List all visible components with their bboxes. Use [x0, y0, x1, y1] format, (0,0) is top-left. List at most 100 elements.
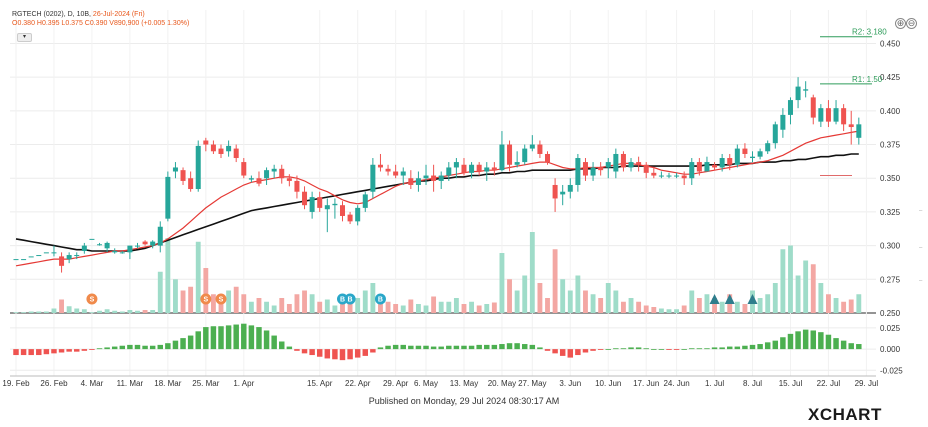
zoom-out-icon[interactable]: ⊖ [906, 18, 917, 29]
macd-bar [332, 349, 338, 360]
volume-bar [142, 310, 148, 313]
macd-bar [408, 345, 414, 350]
volume-bar [674, 309, 680, 313]
volume-bar [491, 302, 497, 313]
x-tick-label: 8. Jul [743, 379, 762, 388]
candle-body [484, 167, 490, 172]
candle-body [810, 97, 816, 118]
volume-bar [826, 294, 831, 313]
macd-bar [248, 325, 255, 350]
candle-body [582, 162, 588, 176]
candle-body [256, 178, 262, 184]
macd-bar [780, 337, 786, 350]
candle-body [431, 175, 437, 181]
candle-body [377, 164, 383, 168]
buy-signal-marker [344, 293, 356, 305]
candle-body [355, 207, 361, 222]
volume-bar [248, 301, 254, 313]
volume-bar [393, 304, 399, 313]
volume-bar [666, 309, 672, 313]
volume-bar [408, 299, 414, 313]
volume-bar [195, 241, 201, 313]
volume-bar [423, 305, 429, 313]
candle-body [248, 178, 254, 180]
volume-bar [841, 301, 847, 313]
candle-body [324, 205, 330, 210]
macd-bar [704, 348, 710, 350]
ohlc-readout: O0.380 H0.395 L0.375 C0.390 V890,900 (+0… [12, 20, 190, 27]
candle-body [172, 167, 178, 172]
candle-body [112, 251, 118, 253]
candle-body [13, 259, 19, 261]
x-tick-label: 29. Jul [855, 379, 879, 388]
candle-body [271, 168, 277, 172]
volume-bar [643, 305, 649, 313]
candle-body [848, 124, 854, 128]
x-tick-label: 27. May [518, 379, 546, 388]
macd-tick-label: 0.025 [880, 324, 901, 333]
candle-body [476, 164, 482, 172]
candle-body [59, 256, 65, 266]
macd-bar [727, 346, 733, 350]
macd-bar [294, 349, 300, 351]
macd-bar [28, 349, 34, 356]
macd-bar [423, 345, 429, 350]
volume-bar [552, 249, 558, 313]
candle-body [765, 143, 771, 152]
volume-bar [446, 301, 452, 313]
macd-bar [74, 349, 80, 352]
candle-body [97, 244, 103, 246]
volume-bar [575, 275, 581, 313]
candle-body [332, 203, 338, 206]
volume-bar [271, 305, 277, 313]
volume-bar [742, 304, 748, 313]
candle-body [833, 108, 839, 122]
volume-bar [803, 260, 809, 313]
candle-body [188, 178, 194, 190]
candle-body [104, 242, 110, 249]
price-tick-label: 0.350 [880, 174, 901, 183]
candle-body [689, 162, 695, 179]
chevron-down-icon[interactable]: ▾ [17, 33, 32, 42]
volume-bar [66, 306, 72, 313]
macd-bar [848, 343, 854, 350]
price-tick-label: 0.250 [880, 309, 901, 318]
volume-bar [598, 298, 604, 313]
candle-body [674, 175, 680, 177]
candle-body [658, 175, 664, 177]
zoom-in-icon[interactable]: ⊕ [895, 18, 906, 29]
macd-bar [719, 347, 725, 350]
volume-bar [59, 299, 64, 313]
macd-bar [567, 349, 574, 358]
level-label: R2: 3.180 [852, 28, 887, 37]
volume-bar [431, 296, 437, 313]
signal-label: B [340, 297, 345, 304]
volume-bar [469, 301, 475, 313]
macd-bar [172, 340, 179, 350]
macd-bar [742, 345, 748, 350]
candle-body [613, 153, 619, 172]
macd-bar [316, 349, 323, 357]
candle-body [203, 140, 209, 145]
macd-bar [36, 349, 42, 356]
sell-signal-marker [200, 293, 212, 305]
volume-bar [400, 305, 406, 313]
macd-bar [689, 348, 695, 350]
volume-bar [636, 301, 642, 313]
macd-bar [666, 349, 672, 350]
macd-bar [81, 349, 88, 351]
macd-bar [468, 345, 475, 350]
macd-bar [180, 338, 186, 350]
volume-bar [658, 308, 664, 313]
macd-bar [392, 344, 399, 350]
sell-signal-marker [86, 293, 98, 305]
candle-body [423, 175, 429, 179]
macd-bar [225, 325, 232, 350]
macd-bar [127, 344, 133, 350]
volume-bar [696, 298, 702, 313]
candle-body [750, 156, 756, 159]
macd-bar [514, 343, 520, 350]
candle-body [142, 241, 148, 245]
price-tick-label: 0.450 [880, 39, 901, 48]
